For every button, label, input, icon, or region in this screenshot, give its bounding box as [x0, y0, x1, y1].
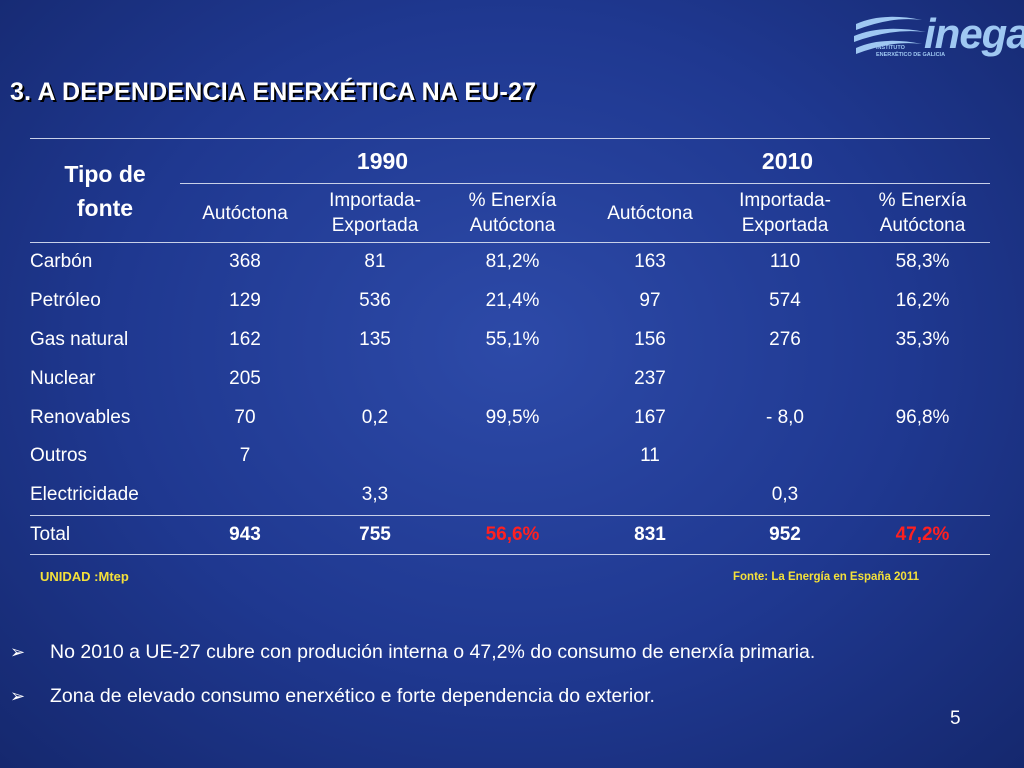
autoctona-1990-cell: 7: [239, 445, 251, 467]
importada-2010-cell: 574: [769, 290, 801, 312]
pct-autoctona-1990-header: % Enerxía Autóctona: [440, 183, 585, 243]
pct-2010-cell: 47,2%: [855, 514, 990, 556]
bullet-list: ➢ No 2010 a UE-27 cubre con produción in…: [10, 641, 1000, 729]
tipo-header-line2: fonte: [76, 194, 134, 221]
autoctona-1990-header: Autóctona: [180, 183, 310, 243]
pct-1990-cell: 81,2%: [485, 251, 540, 273]
arrow-bullet-icon: ➢: [10, 686, 26, 706]
year-1990-header: 1990: [180, 138, 585, 184]
source-name-cell: Outros: [30, 445, 88, 467]
importada-2010-cell: [715, 359, 855, 398]
autoctona-1990-cell: 368: [229, 251, 261, 273]
autoctona-2010-cell: 831: [585, 514, 715, 556]
pct-2010-cell: 35,3%: [895, 328, 950, 350]
autoctona-2010-cell: 237: [634, 367, 666, 389]
autoctona-2010-cell: 167: [634, 406, 666, 428]
autoctona-1990-cell: 943: [180, 514, 310, 556]
table-row: Gas natural 162 135 55,1% 156 276 35,3%: [30, 321, 990, 360]
importada-1990-cell: 135: [359, 328, 391, 350]
table-row: Outros 7 11: [30, 437, 990, 476]
autoctona-1990-cell: 162: [229, 328, 261, 350]
logo-subtitle: INSTITUTO ENERXÉTICO DE GALICIA: [876, 45, 945, 59]
energy-dependence-table: Tipo de fonte 1990 2010 Autóctona Import…: [30, 138, 990, 556]
logo-subtitle-line1: INSTITUTO: [876, 45, 905, 51]
importada-2010-cell: 276: [769, 328, 801, 350]
source-name-cell: Electricidade: [30, 484, 139, 506]
logo-subtitle-line2: ENERXÉTICO DE GALICIA: [876, 52, 946, 58]
year-2010-header: 2010: [585, 138, 990, 184]
source-name-cell: Carbón: [30, 251, 93, 273]
pct-1990-cell: 56,6%: [440, 514, 585, 556]
autoctona-2010-cell: 163: [634, 251, 666, 273]
pct-1990-cell: 21,4%: [485, 290, 540, 312]
source-name-cell: Petróleo: [30, 290, 101, 312]
autoctona-2010-cell: 11: [640, 445, 660, 467]
importada-1990-cell: 81: [364, 251, 386, 273]
pct-1990-cell: 99,5%: [485, 406, 540, 428]
pct-2010-cell: [855, 359, 990, 398]
autoctona-1990-cell: 129: [229, 290, 261, 312]
autoctona-1990-cell: 205: [229, 367, 261, 389]
source-note: Fonte: La Energía en España 2011: [733, 571, 919, 583]
source-name-cell: Total: [30, 514, 180, 556]
bullet-text: No 2010 a UE-27 cubre con produción inte…: [50, 641, 816, 663]
importada-2010-cell: 952: [715, 514, 855, 556]
table-row: Electricidade 3,3 0,3: [30, 476, 990, 515]
table-body: Carbón 368 81 81,2% 163 110 58,3% Petróleo 129 53…: [30, 243, 990, 556]
importada-1990-cell: [310, 359, 440, 398]
pct-1990-cell: [440, 437, 585, 476]
autoctona-2010-header: Autóctona: [585, 183, 715, 243]
autoctona-1990-cell: [180, 476, 310, 515]
pct-2010-cell: 96,8%: [895, 406, 950, 428]
importada-2010-cell: 0,3: [771, 484, 799, 506]
importada-1990-cell: 3,3: [361, 484, 389, 506]
page-title: 3. A DEPENDENCIA ENERXÉTICA NA EU-27: [10, 78, 537, 106]
autoctona-2010-cell: 97: [639, 290, 661, 312]
table-row: Nuclear 205 237: [30, 359, 990, 398]
table-row: Renovables 70 0,2 99,5% 167 - 8,0 96,8%: [30, 398, 990, 437]
logo-wordmark: inega: [924, 10, 1024, 57]
source-name-cell: Gas natural: [30, 328, 129, 350]
table-row: Carbón 368 81 81,2% 163 110 58,3%: [30, 243, 990, 282]
source-name-cell: Renovables: [30, 406, 131, 428]
arrow-bullet-icon: ➢: [10, 642, 26, 662]
source-name-cell: Nuclear: [30, 367, 96, 389]
importada-2010-cell: 110: [769, 251, 801, 273]
header-row-years: Tipo de fonte 1990 2010: [30, 138, 990, 243]
importada-1990-cell: 755: [310, 514, 440, 556]
importada-1990-cell: [310, 437, 440, 476]
pct-1990-cell: [440, 476, 585, 515]
autoctona-2010-cell: 156: [634, 328, 666, 350]
importada-1990-header: Importada- Exportada: [310, 183, 440, 243]
importada-2010-cell: - 8,0: [765, 406, 805, 428]
page-number: 5: [950, 708, 961, 729]
logo-waves-icon: [854, 16, 926, 54]
importada-2010-header: Importada- Exportada: [715, 183, 855, 243]
pct-1990-cell: 55,1%: [485, 328, 540, 350]
pct-2010-cell: 16,2%: [895, 290, 950, 312]
tipo-de-fonte-header: Tipo de fonte: [30, 138, 180, 243]
pct-2010-cell: [855, 437, 990, 476]
table-row: Petróleo 129 536 21,4% 97 574 16,2%: [30, 282, 990, 321]
header-row-subcolumns: Autóctona Importada- Exportada % Enerxía A…: [30, 183, 990, 243]
autoctona-1990-cell: 70: [234, 406, 256, 428]
pct-1990-cell: [440, 359, 585, 398]
unit-note: UNIDAD :Mtep: [40, 569, 129, 584]
importada-1990-cell: 0,2: [361, 406, 389, 428]
bullet-item: ➢ Zona de elevado consumo enerxético e f…: [10, 685, 1000, 729]
total-row: Total 943 755 56,6% 831 952 47,2%: [30, 514, 990, 556]
inega-logo: inega INSTITUTO ENERXÉTICO DE GALICIA: [852, 10, 1024, 66]
bullet-item: ➢ No 2010 a UE-27 cubre con produción in…: [10, 641, 1000, 685]
bullet-text: Zona de elevado consumo enerxético e for…: [50, 685, 655, 707]
pct-2010-cell: [855, 476, 990, 515]
autoctona-2010-cell: [585, 476, 715, 515]
tipo-header-line1: Tipo de: [64, 160, 146, 187]
pct-2010-cell: 58,3%: [895, 251, 950, 273]
pct-autoctona-2010-header: % Enerxía Autóctona: [855, 183, 990, 243]
importada-1990-cell: 536: [359, 290, 391, 312]
importada-2010-cell: [715, 437, 855, 476]
